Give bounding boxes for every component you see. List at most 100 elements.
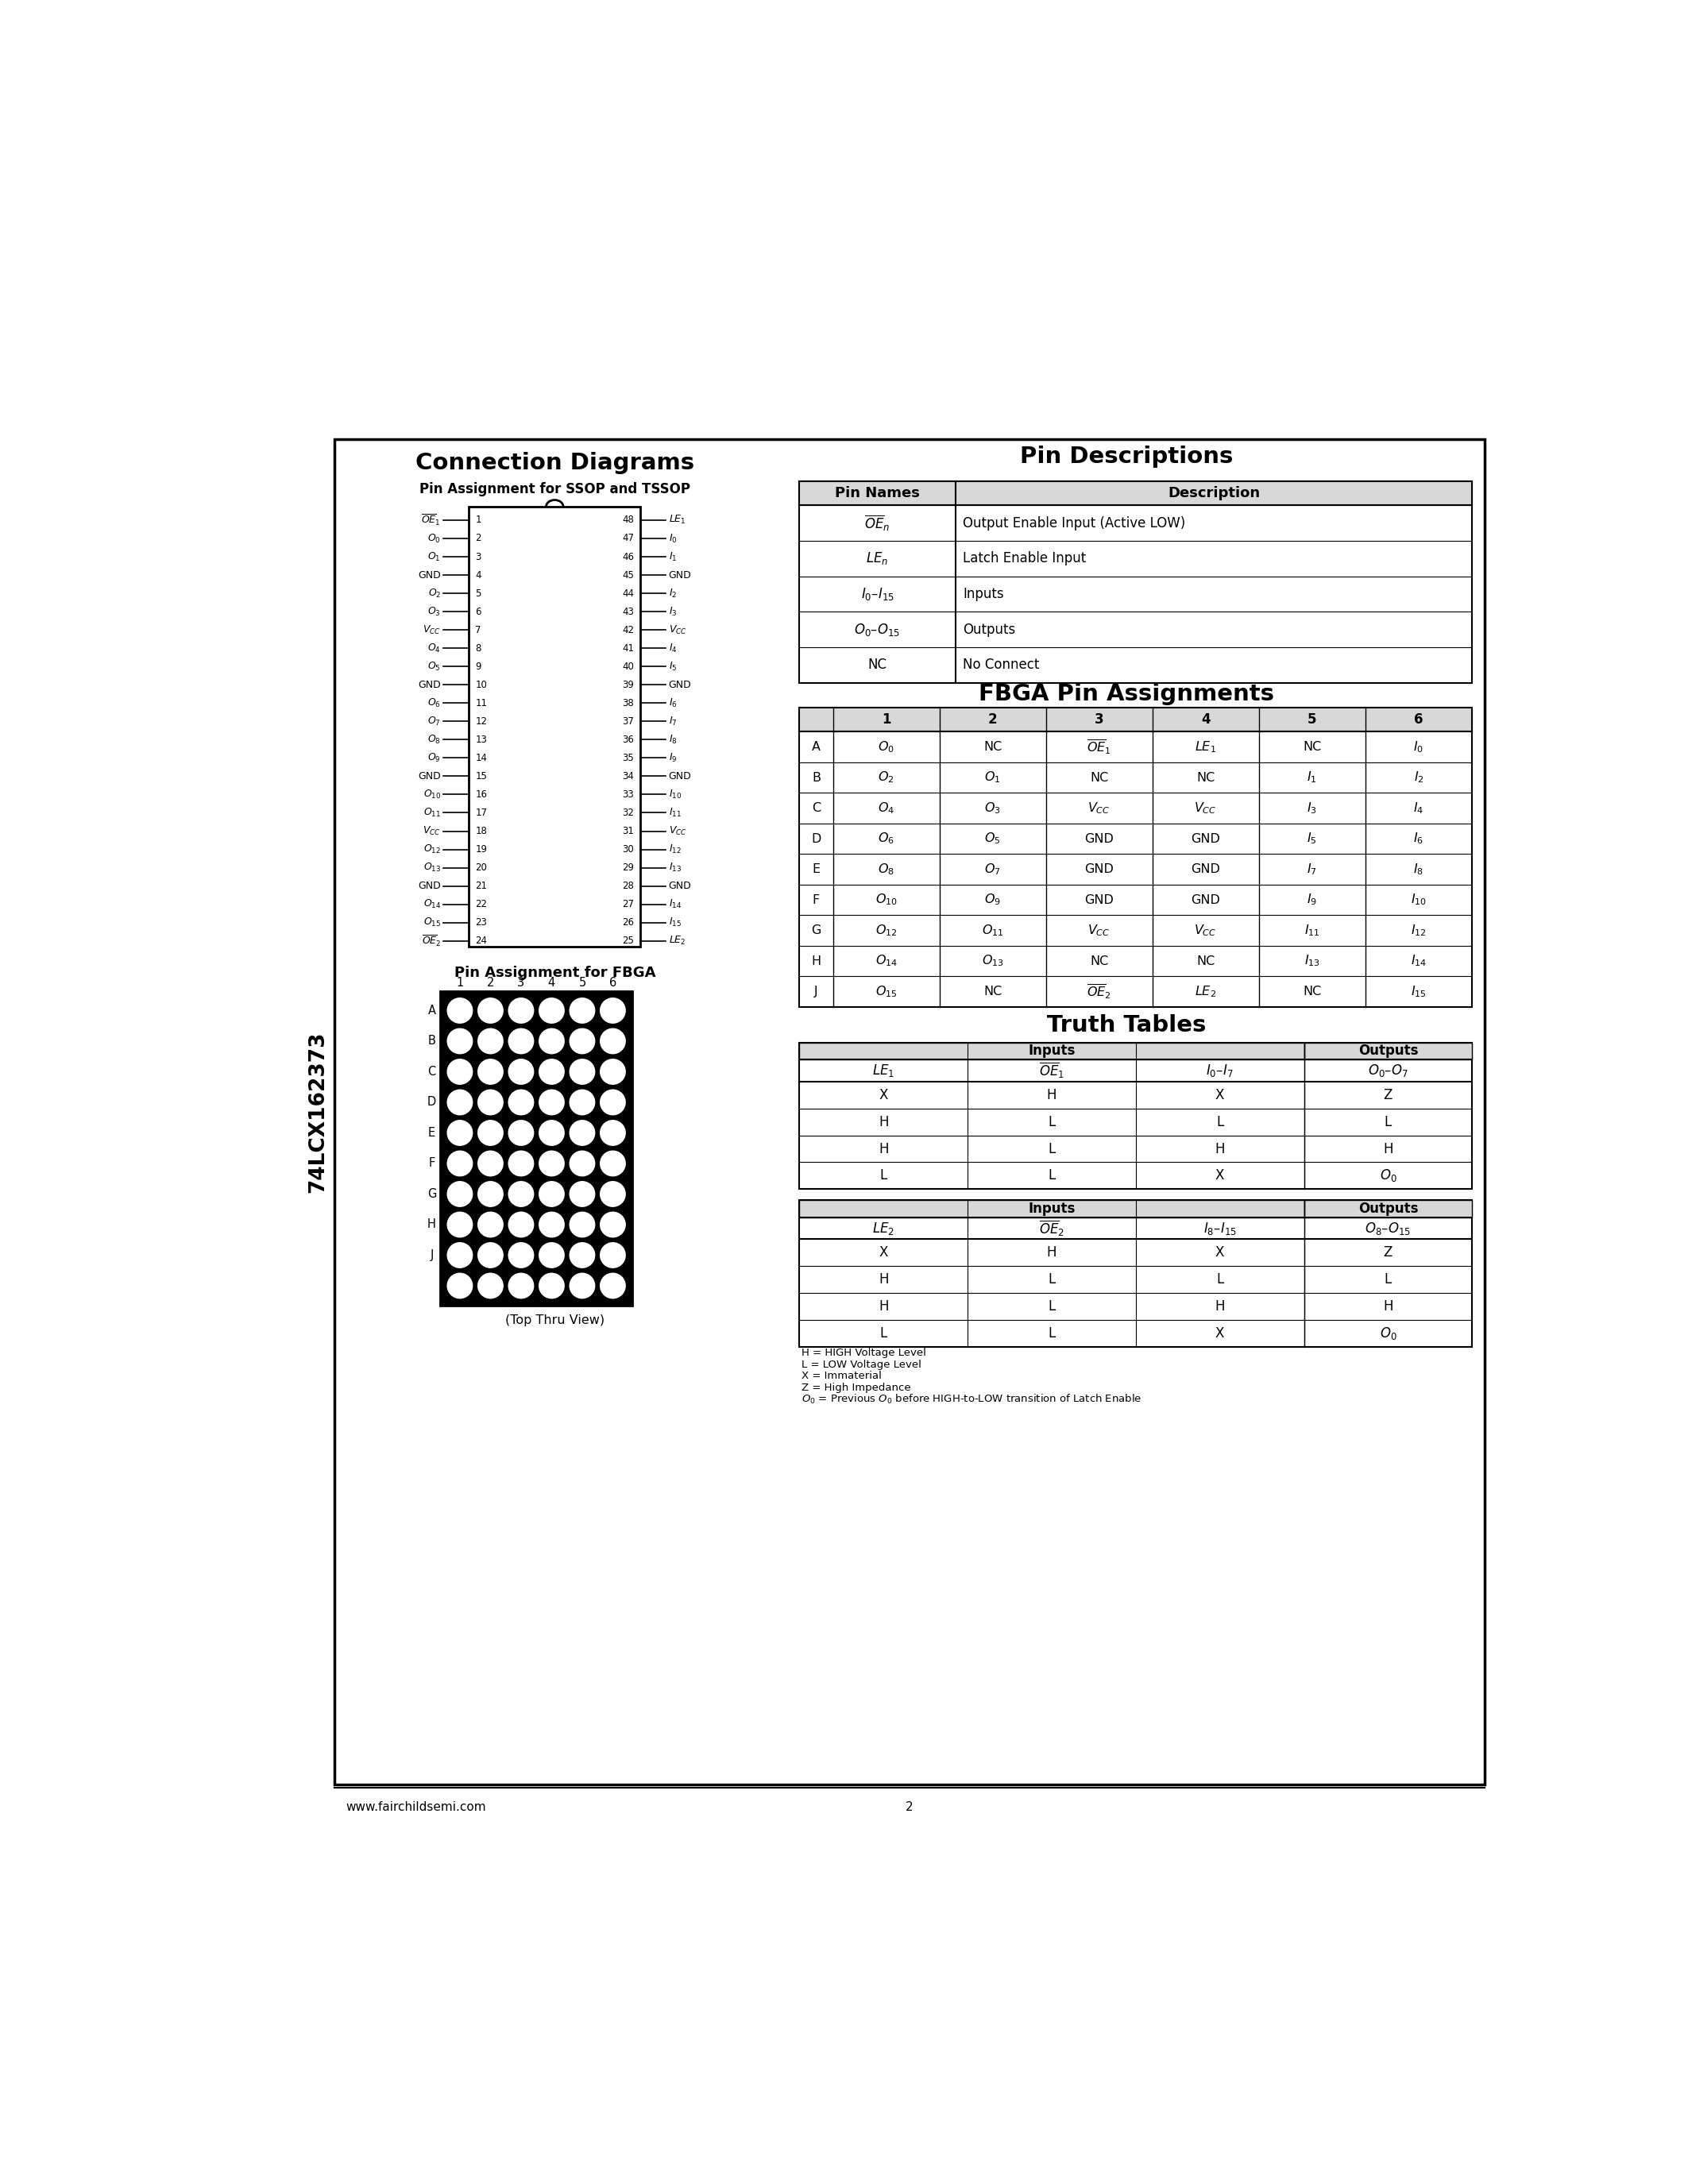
- Text: H: H: [812, 954, 820, 968]
- Text: $\overline{OE}_1$: $\overline{OE}_1$: [1087, 738, 1111, 756]
- Text: H: H: [1215, 1142, 1225, 1155]
- Circle shape: [601, 1059, 625, 1083]
- Circle shape: [601, 1182, 625, 1206]
- Text: H: H: [427, 1219, 436, 1230]
- Text: L = LOW Voltage Level: L = LOW Voltage Level: [802, 1358, 922, 1369]
- Circle shape: [478, 1090, 503, 1114]
- Circle shape: [508, 1273, 533, 1297]
- Text: 35: 35: [623, 753, 635, 762]
- Text: 36: 36: [623, 734, 635, 745]
- Text: 6: 6: [476, 607, 481, 616]
- Text: 5: 5: [1307, 712, 1317, 727]
- Text: $\overline{OE}_2$: $\overline{OE}_2$: [1038, 1219, 1065, 1238]
- Circle shape: [447, 1212, 473, 1236]
- Text: $I_{12}$: $I_{12}$: [668, 843, 680, 856]
- Text: Outputs: Outputs: [1359, 1044, 1418, 1057]
- Text: F: F: [812, 893, 820, 906]
- Text: 17: 17: [476, 808, 488, 819]
- Text: 34: 34: [623, 771, 635, 782]
- Text: $O_1$: $O_1$: [427, 550, 441, 563]
- Text: NC: NC: [1197, 771, 1215, 784]
- Text: Pin Descriptions: Pin Descriptions: [1020, 446, 1234, 467]
- Text: Inputs: Inputs: [1028, 1201, 1075, 1216]
- Circle shape: [540, 1090, 564, 1114]
- Text: 44: 44: [623, 587, 635, 598]
- Text: L: L: [1048, 1299, 1055, 1315]
- Text: GND: GND: [1084, 832, 1114, 845]
- Circle shape: [571, 1151, 594, 1175]
- Text: 1: 1: [456, 976, 464, 989]
- Text: $I_{11}$: $I_{11}$: [668, 806, 682, 819]
- Text: $LE_1$: $LE_1$: [873, 1064, 895, 1079]
- Text: $I_{14}$: $I_{14}$: [1411, 954, 1426, 968]
- Text: $I_{12}$: $I_{12}$: [1411, 924, 1426, 937]
- Text: $O_{13}$: $O_{13}$: [424, 863, 441, 874]
- Text: E: E: [429, 1127, 436, 1138]
- Circle shape: [571, 998, 594, 1022]
- Text: H: H: [878, 1273, 888, 1286]
- Text: $I_1$: $I_1$: [1307, 771, 1317, 784]
- Text: 22: 22: [476, 900, 488, 909]
- Text: GND: GND: [668, 679, 692, 690]
- Text: H: H: [878, 1299, 888, 1315]
- Circle shape: [601, 1273, 625, 1297]
- Text: $O_2$: $O_2$: [878, 771, 895, 784]
- Text: $I_{10}$: $I_{10}$: [1411, 893, 1426, 906]
- Bar: [1303, 1201, 1472, 1216]
- Text: $O_{14}$: $O_{14}$: [874, 954, 898, 968]
- Text: $O_{12}$: $O_{12}$: [874, 924, 898, 937]
- Text: 2: 2: [486, 976, 495, 989]
- Text: $I_0$–$I_{15}$: $I_0$–$I_{15}$: [861, 585, 895, 603]
- Text: 13: 13: [476, 734, 488, 745]
- Text: 33: 33: [623, 788, 635, 799]
- Circle shape: [508, 1182, 533, 1206]
- Text: B: B: [812, 771, 820, 784]
- Circle shape: [540, 1273, 564, 1297]
- Text: $O_{10}$: $O_{10}$: [874, 893, 898, 906]
- Text: $I_4$: $I_4$: [1413, 802, 1425, 815]
- Circle shape: [478, 1182, 503, 1206]
- Circle shape: [540, 1182, 564, 1206]
- Text: $I_{15}$: $I_{15}$: [1411, 985, 1426, 998]
- Text: GND: GND: [1084, 893, 1114, 906]
- Text: $O_5$: $O_5$: [427, 660, 441, 673]
- Text: 9: 9: [476, 662, 481, 673]
- Text: $I_{11}$: $I_{11}$: [1305, 924, 1320, 937]
- Text: Z = High Impedance: Z = High Impedance: [802, 1382, 912, 1393]
- Text: X = Immaterial: X = Immaterial: [802, 1372, 881, 1382]
- Text: GND: GND: [1190, 863, 1220, 876]
- Bar: [800, 480, 1472, 505]
- Text: $I_8$: $I_8$: [668, 734, 677, 745]
- Text: H: H: [878, 1142, 888, 1155]
- Bar: [469, 507, 640, 948]
- Text: X: X: [1215, 1326, 1224, 1341]
- Text: 10: 10: [476, 679, 488, 690]
- Circle shape: [508, 1151, 533, 1175]
- Circle shape: [601, 1243, 625, 1267]
- Circle shape: [571, 1212, 594, 1236]
- Circle shape: [601, 1029, 625, 1053]
- Circle shape: [571, 1029, 594, 1053]
- Text: $I_1$: $I_1$: [668, 550, 677, 563]
- Text: $O_8$: $O_8$: [427, 734, 441, 745]
- Text: $O_3$: $O_3$: [427, 605, 441, 618]
- Text: 30: 30: [623, 845, 635, 854]
- Circle shape: [601, 1120, 625, 1144]
- Text: GND: GND: [1084, 863, 1114, 876]
- Text: NC: NC: [1197, 954, 1215, 968]
- Text: 7: 7: [476, 625, 481, 636]
- Text: $I_7$: $I_7$: [668, 716, 677, 727]
- Text: $O_4$: $O_4$: [878, 802, 895, 815]
- Text: 2: 2: [476, 533, 481, 544]
- Circle shape: [447, 1243, 473, 1267]
- Text: $O_6$: $O_6$: [427, 697, 441, 710]
- Text: No Connect: No Connect: [962, 657, 1040, 673]
- Text: 15: 15: [476, 771, 488, 782]
- Text: 2: 2: [987, 712, 998, 727]
- Circle shape: [508, 1029, 533, 1053]
- Text: 2: 2: [906, 1802, 913, 1813]
- Bar: [800, 1201, 1303, 1216]
- Bar: [800, 480, 1472, 684]
- Text: GND: GND: [668, 570, 692, 581]
- Text: $O_3$: $O_3$: [984, 802, 1001, 815]
